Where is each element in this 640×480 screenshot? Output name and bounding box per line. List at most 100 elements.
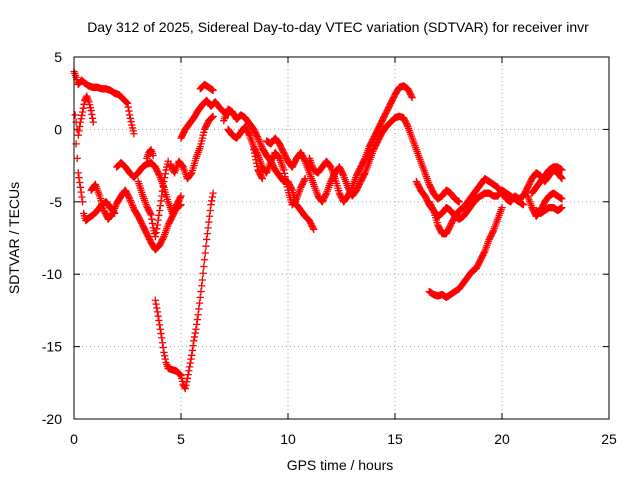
data-point-plus	[183, 378, 191, 386]
data-point-plus	[196, 143, 204, 151]
data-point-plus	[281, 173, 289, 181]
chart-title: Day 312 of 2025, Sidereal Day-to-day VTE…	[87, 19, 589, 35]
data-point-plus	[87, 106, 95, 115]
data-point-plus	[197, 140, 205, 148]
data-point-plus	[157, 329, 165, 338]
data-point-plus	[192, 325, 200, 333]
data-point-plus	[185, 367, 193, 375]
data-point-plus	[74, 131, 82, 139]
data-point-plus	[251, 152, 259, 161]
data-point-plus	[78, 193, 86, 201]
data-point-plus	[126, 114, 135, 122]
data-point-plus	[160, 177, 168, 186]
data-point-plus	[127, 118, 135, 126]
data-point-plus	[558, 174, 566, 183]
data-point-plus	[153, 225, 161, 233]
data-point-plus	[128, 124, 137, 132]
data-point-plus	[78, 111, 86, 120]
data-point-plus	[152, 229, 160, 237]
data-point-plus	[153, 308, 162, 316]
data-point-plus	[189, 341, 197, 350]
data-point-plus	[198, 276, 207, 284]
data-point-plus	[498, 203, 506, 212]
data-point-plus	[196, 293, 204, 302]
data-point-plus	[155, 321, 164, 329]
y-tick-label: -10	[42, 266, 62, 282]
data-point-plus	[153, 304, 161, 312]
data-point-plus	[78, 108, 87, 116]
data-point-plus	[71, 111, 79, 119]
data-point-plus	[124, 103, 132, 111]
data-point-plus	[159, 182, 167, 191]
data-point-plus	[206, 206, 214, 215]
data-point-plus	[85, 98, 93, 106]
data-point-plus	[252, 159, 261, 167]
data-point-plus	[156, 325, 164, 333]
data-point-plus	[183, 374, 192, 383]
data-point-plus	[558, 203, 566, 212]
data-point-plus	[190, 337, 198, 345]
data-point-plus	[86, 101, 94, 109]
data-point-plus	[209, 189, 217, 197]
data-point-plus	[208, 197, 216, 205]
data-point-plus	[89, 118, 97, 126]
data-point-plus	[202, 242, 210, 250]
data-point-plus	[197, 287, 205, 296]
data-point-plus	[193, 320, 201, 329]
data-point-plus	[250, 149, 259, 157]
data-point-plus	[161, 355, 169, 363]
data-point-plus	[76, 118, 85, 126]
data-point-plus	[78, 198, 87, 206]
data-point-plus	[125, 111, 134, 119]
data-point-plus	[188, 351, 196, 359]
data-point-plus	[123, 98, 131, 107]
data-point-plus	[153, 221, 162, 229]
data-point-plus	[195, 305, 203, 313]
data-point-plus	[149, 151, 157, 160]
data-point-plus	[207, 201, 215, 209]
y-tick-label: 0	[54, 121, 62, 137]
data-point-plus	[280, 169, 289, 177]
data-point-plus	[162, 166, 170, 174]
data-point-plus	[198, 134, 207, 142]
x-tick-label: 10	[280, 431, 296, 447]
grid-lines	[74, 57, 609, 419]
data-point-plus	[152, 300, 160, 308]
data-point-plus	[158, 334, 166, 342]
data-point-plus	[75, 127, 83, 135]
data-point-plus	[86, 104, 95, 112]
data-point-plus	[123, 99, 132, 107]
data-point-plus	[193, 315, 202, 324]
data-point-plus	[76, 122, 84, 131]
data-point-plus	[205, 218, 213, 226]
data-point-plus	[75, 174, 83, 182]
data-point-plus	[188, 346, 197, 355]
data-point-plus	[190, 333, 199, 341]
data-point-plus	[258, 174, 266, 183]
data-point-plus	[195, 299, 204, 307]
x-tick-label: 15	[387, 431, 403, 447]
data-point-plus	[200, 128, 208, 136]
data-point-plus	[77, 188, 85, 196]
data-point-plus	[177, 371, 185, 380]
data-point-plus	[191, 329, 199, 337]
data-point-plus	[158, 339, 167, 347]
y-tick-label: 5	[54, 49, 62, 65]
data-point-plus	[557, 174, 565, 182]
data-point-plus	[200, 256, 209, 264]
data-point-plus	[125, 107, 133, 115]
data-point-plus	[159, 343, 167, 352]
data-point-plus	[76, 183, 85, 191]
data-point-plus	[129, 127, 137, 135]
data-point-plus	[408, 93, 416, 102]
data-point-plus	[151, 232, 159, 241]
data-point-plus	[198, 282, 206, 290]
data-point-plus	[155, 316, 163, 325]
data-point-plus	[201, 249, 209, 257]
data-point-plus	[77, 115, 85, 123]
data-point-plus	[73, 154, 81, 163]
data-point-plus	[177, 192, 185, 200]
data-point-plus	[128, 121, 136, 129]
x-tick-label: 20	[494, 431, 510, 447]
